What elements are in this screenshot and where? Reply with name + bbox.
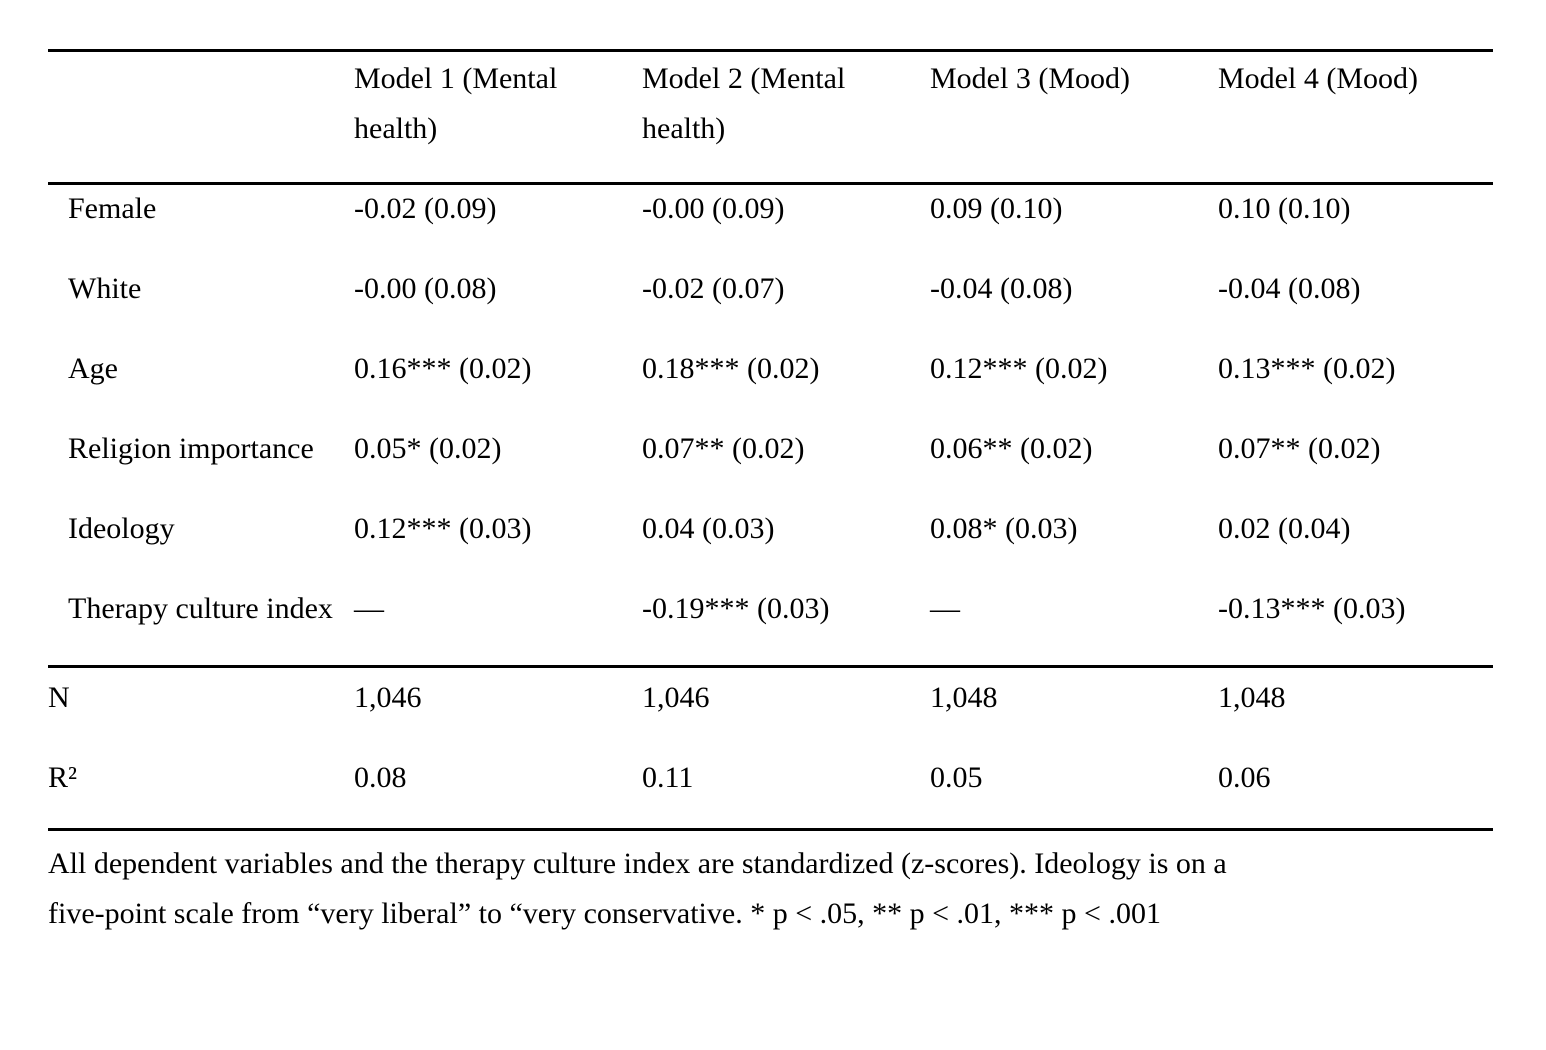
cell-value: 0.06** (0.02) xyxy=(930,432,1093,465)
cell-value: 0.09 (0.10) xyxy=(930,192,1063,225)
cell-value: -0.00 (0.09) xyxy=(642,192,785,225)
row-label: Therapy culture index xyxy=(68,592,333,625)
footnote-line-1: All dependent variables and the therapy … xyxy=(48,847,1227,880)
cell-value: -0.02 (0.09) xyxy=(354,192,497,225)
table-row-therapy-culture-index: Therapy culture index — -0.19*** (0.03) … xyxy=(48,585,1493,667)
table-row-ideology: Ideology 0.12*** (0.03) 0.04 (0.03) 0.08… xyxy=(48,505,1493,585)
row-label: Ideology xyxy=(68,512,175,545)
cell-value: 0.11 xyxy=(642,761,694,794)
cell-value: 0.08 xyxy=(354,761,407,794)
regression-table: Model 1 (Mental health) Model 2 (Mental … xyxy=(48,49,1493,831)
cell-value: 1,046 xyxy=(642,681,710,714)
cell-value: -0.02 (0.07) xyxy=(642,272,785,305)
cell-value: 1,048 xyxy=(1218,681,1286,714)
cell-value: 0.10 (0.10) xyxy=(1218,192,1351,225)
row-label: Female xyxy=(68,192,157,225)
row-label: Age xyxy=(68,352,118,385)
column-header-model3: Model 3 (Mood) xyxy=(930,62,1130,95)
cell-value: — xyxy=(354,592,384,625)
cell-value: 0.07** (0.02) xyxy=(1218,432,1381,465)
cell-value: 0.05* (0.02) xyxy=(354,432,502,465)
row-label: White xyxy=(68,272,142,305)
column-header-model4: Model 4 (Mood) xyxy=(1218,62,1418,95)
cell-value: 0.02 (0.04) xyxy=(1218,512,1351,545)
cell-value: -0.04 (0.08) xyxy=(1218,272,1361,305)
footnote-line-2: five-point scale from “very liberal” to … xyxy=(48,897,1161,930)
table-row-age: Age 0.16*** (0.02) 0.18*** (0.02) 0.12**… xyxy=(48,345,1493,425)
cell-value: 0.16*** (0.02) xyxy=(354,352,532,385)
table-row-female: Female -0.02 (0.09) -0.00 (0.09) 0.09 (0… xyxy=(48,184,1493,266)
cell-value: 0.05 xyxy=(930,761,983,794)
cell-value: -0.00 (0.08) xyxy=(354,272,497,305)
cell-value: -0.13*** (0.03) xyxy=(1218,592,1406,625)
cell-value: 0.04 (0.03) xyxy=(642,512,775,545)
cell-value: 0.13*** (0.02) xyxy=(1218,352,1396,385)
table-row-white: White -0.00 (0.08) -0.02 (0.07) -0.04 (0… xyxy=(48,265,1493,345)
table-row-n: N 1,046 1,046 1,048 1,048 xyxy=(48,667,1493,749)
cell-value: 1,046 xyxy=(354,681,422,714)
cell-value: 0.12*** (0.02) xyxy=(930,352,1108,385)
header-row: Model 1 (Mental health) Model 2 (Mental … xyxy=(48,51,1493,184)
cell-value: 0.08* (0.03) xyxy=(930,512,1078,545)
cell-value: 0.07** (0.02) xyxy=(642,432,805,465)
cell-value: -0.04 (0.08) xyxy=(930,272,1073,305)
cell-value: -0.19*** (0.03) xyxy=(642,592,830,625)
row-label: N xyxy=(48,681,70,714)
document-page: Model 1 (Mental health) Model 2 (Mental … xyxy=(48,49,1493,939)
cell-value: — xyxy=(930,592,960,625)
cell-value: 0.18*** (0.02) xyxy=(642,352,820,385)
table-footnote: All dependent variables and the therapy … xyxy=(48,839,1493,939)
column-header-model2: Model 2 (Mental health) xyxy=(642,62,846,145)
row-label: R² xyxy=(48,761,78,794)
header-empty-cell xyxy=(48,51,354,184)
row-label: Religion importance xyxy=(68,432,314,465)
cell-value: 0.12*** (0.03) xyxy=(354,512,532,545)
cell-value: 1,048 xyxy=(930,681,998,714)
cell-value: 0.06 xyxy=(1218,761,1271,794)
table-row-religion-importance: Religion importance 0.05* (0.02) 0.07** … xyxy=(48,425,1493,505)
table-row-r-squared: R² 0.08 0.11 0.05 0.06 xyxy=(48,748,1493,830)
column-header-model1: Model 1 (Mental health) xyxy=(354,62,558,145)
